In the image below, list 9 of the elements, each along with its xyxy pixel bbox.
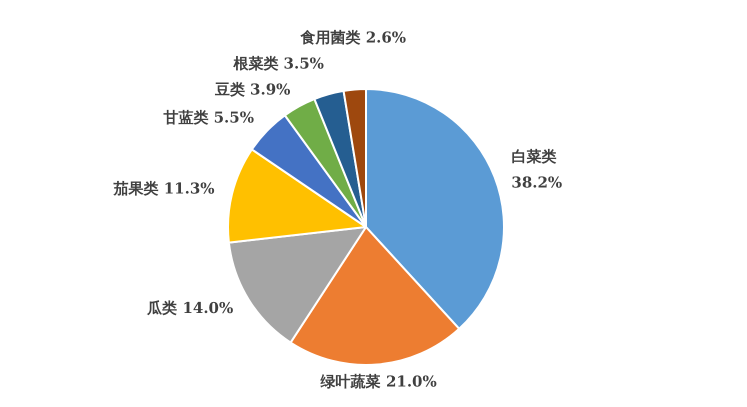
slice-label: 茄果类 11.3% (112, 180, 215, 198)
slice-label: 豆类 3.9% (214, 80, 290, 98)
slice-label: 绿叶蔬菜 21.0% (320, 372, 437, 390)
data-label: 38.2% (511, 173, 562, 192)
slice-label: 甘蓝类 5.5% (162, 108, 254, 126)
slice-label: 白菜类 (511, 147, 556, 166)
slice-label: 食用菌类 2.6% (299, 28, 406, 46)
slice-label: 根菜类 3.5% (232, 54, 324, 72)
slice-label: 瓜类 14.0% (146, 298, 234, 317)
